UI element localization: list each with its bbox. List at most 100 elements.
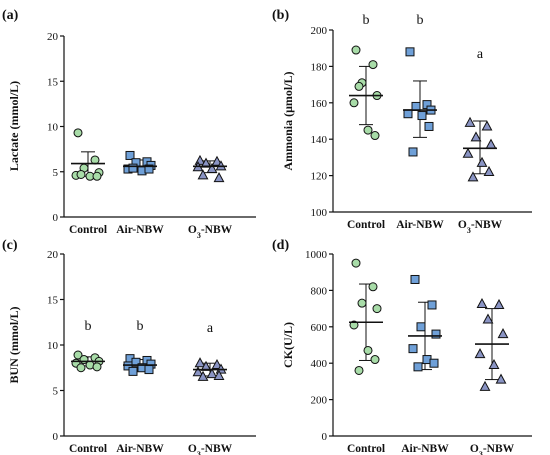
data-point-circle	[354, 81, 364, 91]
data-point-triangle	[197, 169, 209, 180]
y-tick-label: 15	[47, 76, 59, 88]
data-point-circle	[368, 60, 378, 70]
data-point-square	[417, 111, 427, 121]
y-tick-label: 600	[311, 322, 328, 334]
data-point-square	[408, 344, 418, 354]
y-tick-label: 180	[311, 61, 328, 73]
x-category-label: Control	[69, 224, 107, 236]
panel-c: (c) 0 5 10 15 20 BUN (mmol/L) Control Air-NBW O3…	[2, 238, 256, 455]
y-tick-label: 800	[311, 285, 328, 297]
y-tick-label: 10	[47, 122, 59, 134]
data-point-square	[144, 164, 154, 174]
data-point-circle	[351, 258, 361, 268]
y-tick-label: 1000	[305, 249, 328, 261]
data-point-triangle	[211, 358, 223, 370]
panel-label-a: (a)	[2, 8, 19, 23]
data-point-square	[125, 150, 135, 160]
data-point-circle	[76, 363, 86, 373]
data-point-circle	[76, 169, 86, 179]
data-point-circle	[92, 171, 102, 181]
x-category-label: Control	[347, 219, 385, 231]
significance-letter: b	[363, 13, 370, 28]
y-tick-label: 0	[53, 212, 59, 224]
panel-d: (d) 0 200 400 600 800 1000 CK(U/L) Control Air-N…	[272, 238, 532, 455]
data-point-triangle	[213, 369, 225, 380]
data-point-triangle	[211, 155, 223, 166]
data-point-square	[408, 147, 418, 157]
y-tick-label: 10	[47, 340, 59, 352]
x-category-label: O3-NBW	[188, 224, 233, 240]
data-point-triangle	[493, 298, 505, 309]
y-tick-label: 200	[311, 25, 328, 37]
y-axis-label: CK(U/L)	[281, 322, 295, 368]
data-point-square	[424, 121, 434, 131]
y-tick-label: 400	[311, 358, 328, 370]
data-point-triangle	[470, 131, 482, 142]
y-tick-label: 5	[53, 167, 59, 179]
data-point-circle	[370, 131, 380, 141]
data-point-square	[410, 274, 420, 284]
data-point-triangle	[485, 138, 497, 149]
data-point-circle	[92, 362, 102, 372]
data-point-circle	[354, 365, 364, 375]
significance-letter: a	[207, 321, 214, 336]
data-point-circle	[90, 155, 100, 165]
data-point-circle	[372, 304, 382, 314]
data-point-triangle	[194, 357, 206, 368]
data-point-triangle	[495, 373, 507, 384]
x-category-label: Air-NBW	[116, 224, 164, 236]
y-tick-label: 15	[47, 295, 59, 307]
x-category-label: Control	[347, 443, 385, 455]
data-point-square	[427, 300, 437, 310]
data-point-square	[128, 366, 138, 376]
panel-label-b: (b)	[272, 8, 289, 23]
panel-label-d: (d)	[272, 238, 289, 253]
data-point-circle	[370, 355, 380, 365]
data-point-triangle	[476, 156, 488, 167]
y-tick-label: 20	[47, 31, 59, 43]
data-point-square	[413, 362, 423, 372]
data-point-triangle	[497, 328, 509, 339]
data-point-triangle	[467, 171, 479, 182]
y-tick-label: 0	[53, 431, 59, 443]
data-point-circle	[73, 128, 83, 138]
x-category-label: Air-NBW	[116, 443, 164, 455]
data-point-circle	[363, 345, 373, 355]
data-point-square	[429, 358, 439, 368]
data-point-triangle	[462, 147, 474, 158]
data-point-triangle	[206, 162, 218, 174]
data-point-square	[123, 361, 133, 371]
y-tick-label: 140	[311, 134, 328, 146]
data-point-triangle	[479, 380, 491, 391]
panel-label-c: (c)	[2, 238, 18, 253]
y-tick-label: 120	[311, 171, 328, 183]
data-point-triangle	[476, 297, 488, 309]
data-point-square	[405, 47, 415, 57]
data-point-circle	[351, 45, 361, 55]
x-category-label: Air-NBW	[401, 443, 449, 455]
data-point-square	[144, 365, 154, 375]
significance-letter: b	[137, 319, 144, 334]
data-point-circle	[368, 282, 378, 292]
x-category-label: O3-NBW	[458, 219, 503, 235]
data-point-circle	[357, 298, 367, 308]
significance-letter: b	[417, 13, 424, 28]
data-point-triangle	[482, 313, 494, 324]
y-axis-label: Lactate (mmol/L)	[7, 81, 21, 171]
x-category-label: Control	[69, 443, 107, 455]
data-point-square	[128, 163, 138, 173]
data-point-square	[411, 101, 421, 111]
y-tick-label: 0	[322, 431, 328, 443]
panel-b: (b) 100 120 140 160 180 200 Ammonia (μmol/L) Co…	[272, 8, 532, 235]
data-point-square	[403, 109, 413, 119]
y-tick-label: 20	[47, 249, 59, 261]
data-point-triangle	[206, 368, 218, 379]
y-tick-label: 200	[311, 395, 328, 407]
x-category-label: Air-NBW	[396, 219, 444, 231]
data-point-triangle	[488, 358, 500, 370]
y-tick-label: 100	[311, 207, 328, 219]
panel-a: (a) 0 5 10 15 20 Lactate (mmol/L) Control Air-N…	[2, 8, 256, 240]
data-point-triangle	[474, 348, 486, 359]
data-point-square	[416, 322, 426, 332]
